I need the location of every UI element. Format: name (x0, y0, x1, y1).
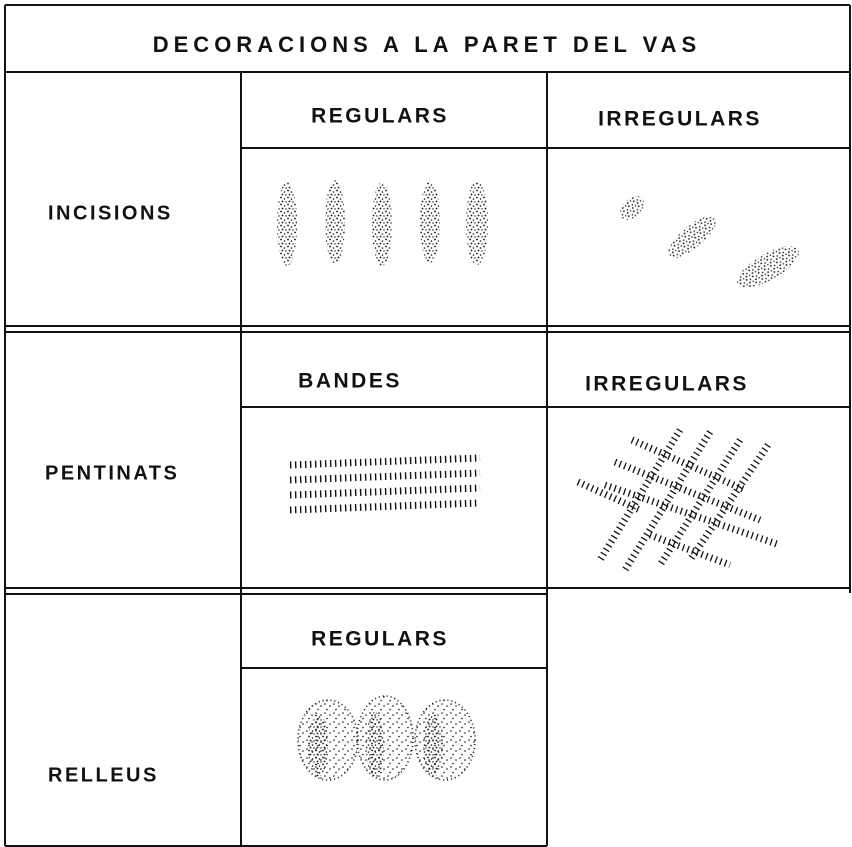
column-header: IRREGULARS (585, 373, 749, 396)
relief-shading (308, 712, 443, 778)
column-header: BANDES (298, 370, 402, 393)
column-header: REGULARS (311, 105, 449, 128)
row-label: PENTINATS (45, 462, 179, 484)
table-title: DECORACIONS A LA PARET DEL VAS (153, 32, 701, 57)
table-lines (4, 4, 851, 847)
row-label: INCISIONS (48, 202, 173, 224)
regular-incisions (277, 180, 488, 266)
comb-bands (289, 454, 481, 514)
irregular-incisions (620, 196, 799, 288)
row-label: RELLEUS (48, 764, 159, 786)
column-header: REGULARS (311, 628, 449, 651)
column-header: IRREGULARS (598, 108, 762, 131)
comb-irregular (576, 428, 782, 572)
